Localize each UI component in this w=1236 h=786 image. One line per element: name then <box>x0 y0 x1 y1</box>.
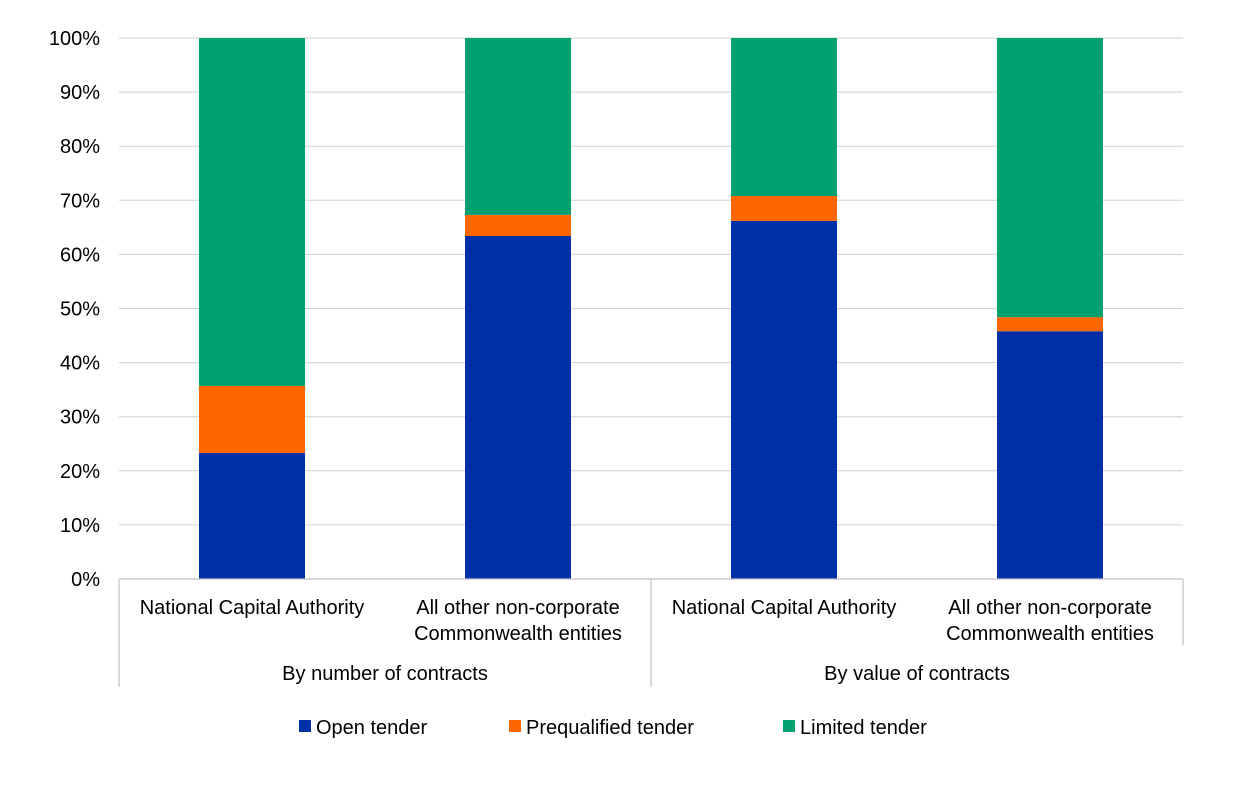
bar-segment <box>465 236 571 580</box>
x-category-label: All other non-corporate Commonwealth enti… <box>414 597 622 645</box>
y-tick-label: 70% <box>60 190 100 212</box>
bar-segment <box>465 214 571 237</box>
x-group-label: By number of contracts <box>282 663 488 685</box>
bar-segment <box>199 38 305 386</box>
x-category-label: All other non-corporate Commonwealth enti… <box>946 597 1154 645</box>
legend-swatch <box>783 720 795 732</box>
y-tick-label: 20% <box>60 461 100 483</box>
bar-segment <box>465 38 571 215</box>
legend-label: Limited tender <box>800 717 927 739</box>
bar-segment <box>731 195 837 221</box>
x-group-label: By value of contracts <box>824 663 1010 685</box>
x-category-label: National Capital Authority <box>672 597 897 619</box>
bar-segment <box>997 317 1103 332</box>
bar-segment <box>997 331 1103 579</box>
bar-segment <box>199 385 305 453</box>
legend-swatch <box>509 720 521 732</box>
legend-label: Open tender <box>316 717 428 739</box>
group-labels: By number of contracts By value of contra… <box>282 663 1010 685</box>
legend-swatch <box>299 720 311 732</box>
y-tick-label: 10% <box>60 515 100 537</box>
bar-segment <box>199 452 305 579</box>
y-tick-label: 50% <box>60 299 100 321</box>
legend: Open tender Prequalified tender Limited te… <box>299 717 927 739</box>
x-category-label: National Capital Authority <box>140 597 365 619</box>
y-tick-label: 100% <box>49 28 100 50</box>
bar-segment <box>731 220 837 579</box>
y-tick-label: 0% <box>71 569 100 591</box>
axes <box>118 578 1184 687</box>
bars <box>199 38 1103 580</box>
y-tick-label: 40% <box>60 353 100 375</box>
category-labels: National Capital Authority All other non-… <box>140 597 1154 645</box>
legend-label: Prequalified tender <box>526 717 694 739</box>
bar-segment <box>997 38 1103 318</box>
y-tick-label: 60% <box>60 244 100 266</box>
y-tick-label: 30% <box>60 407 100 429</box>
y-tick-label: 80% <box>60 136 100 158</box>
y-axis-tick-labels: 0% 10% 20% 30% 40% 50% 60% 70% 80% 90% 100% <box>49 28 100 591</box>
bar-segment <box>731 38 837 196</box>
y-tick-label: 90% <box>60 82 100 104</box>
